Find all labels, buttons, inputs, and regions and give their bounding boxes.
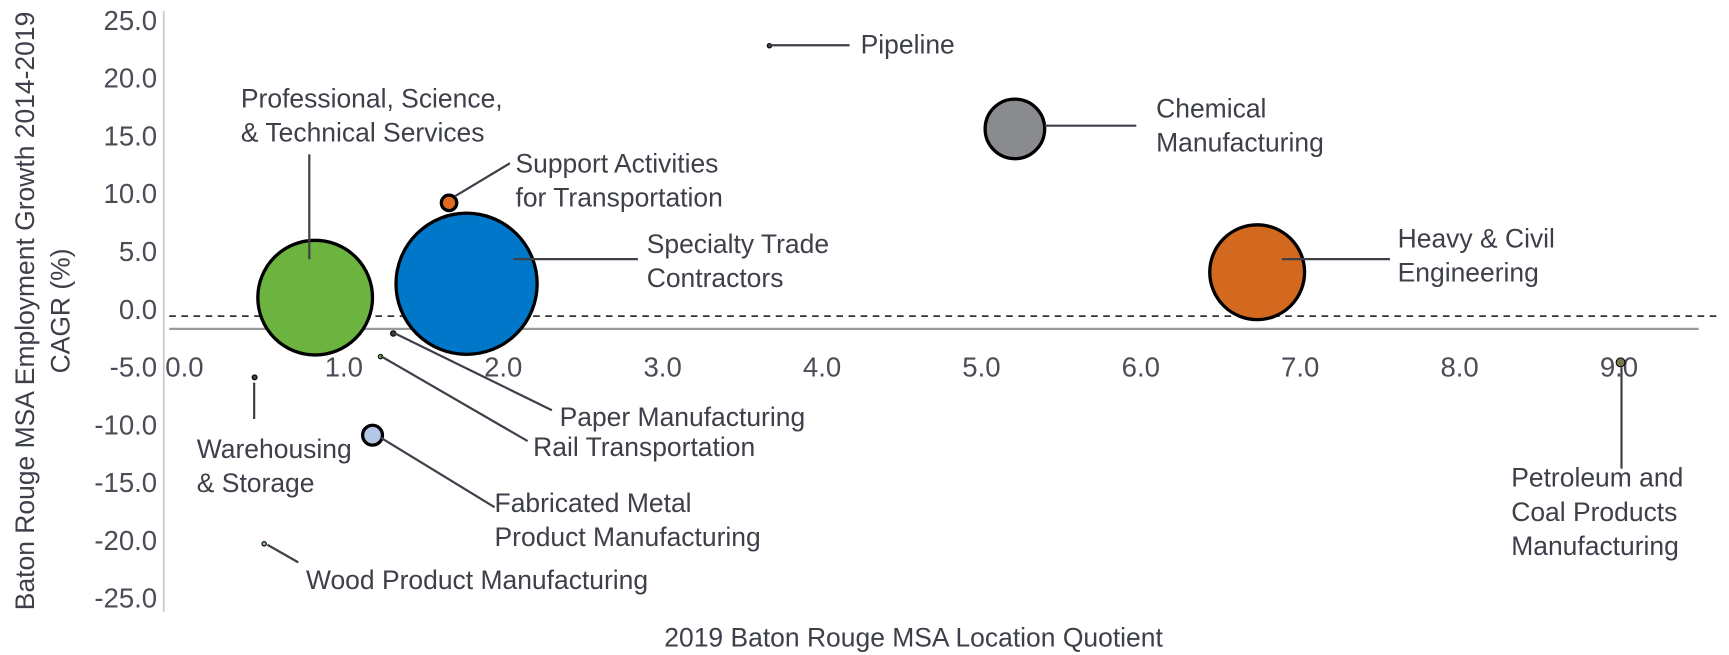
y-tick-label: -20.0 xyxy=(94,525,157,556)
bubble xyxy=(360,423,385,447)
x-tick-label: 1.0 xyxy=(325,352,363,383)
bubble-label: Manufacturing xyxy=(1511,531,1679,561)
bubble xyxy=(251,374,258,381)
y-tick-label: -10.0 xyxy=(94,409,157,440)
y-tick-label: -25.0 xyxy=(94,583,157,614)
y-axis-label-line: Baton Rouge MSA Employment Growth 2014-2… xyxy=(10,12,40,610)
x-tick-label: 7.0 xyxy=(1281,352,1319,383)
bubble xyxy=(1208,223,1307,322)
leader-line xyxy=(454,162,511,198)
x-tick-label: 0.0 xyxy=(165,352,203,383)
y-tick-label: -5.0 xyxy=(110,352,157,383)
bubble xyxy=(261,541,267,547)
bubble xyxy=(1615,357,1626,368)
x-axis-label: 2019 Baton Rouge MSA Location Quotient xyxy=(664,623,1163,653)
bubble-label: Support Activities xyxy=(515,148,718,178)
bubble xyxy=(439,193,459,213)
y-axis-label-line: CAGR (%) xyxy=(45,248,75,373)
bubble-label: Paper Manufacturing xyxy=(560,402,806,432)
x-tick-label: 6.0 xyxy=(1122,352,1160,383)
x-tick-label: 2.0 xyxy=(484,352,522,383)
bubble-label: Coal Products xyxy=(1511,497,1677,527)
y-tick-label: 15.0 xyxy=(103,120,157,151)
bubble xyxy=(983,97,1047,161)
bubble xyxy=(256,238,375,357)
leader-line xyxy=(380,436,496,509)
bubble-label: Chemical xyxy=(1156,93,1266,123)
y-tick-label: 5.0 xyxy=(119,236,157,267)
bubble-label: Professional, Science, xyxy=(241,83,503,113)
bubble-label: Contractors xyxy=(647,263,784,293)
bubble-label: Manufacturing xyxy=(1156,127,1324,157)
bubble-label: Rail Transportation xyxy=(533,432,755,462)
bubble-label: Fabricated Metal xyxy=(495,488,692,518)
y-tick-label: 20.0 xyxy=(103,63,157,94)
y-tick-label: 25.0 xyxy=(103,5,157,36)
bubble-label: Wood Product Manufacturing xyxy=(306,565,648,595)
bubble-label: Engineering xyxy=(1398,258,1539,288)
x-tick-label: 3.0 xyxy=(643,352,681,383)
y-tick-label: 0.0 xyxy=(119,294,157,325)
bubble-label: Product Manufacturing xyxy=(495,522,761,552)
x-tick-label: 5.0 xyxy=(962,352,1000,383)
bubble-label: Pipeline xyxy=(861,29,955,59)
leader-line xyxy=(266,543,299,564)
bubble-label: for Transportation xyxy=(515,183,722,213)
leader-line xyxy=(380,355,529,443)
bubble-label: & Technical Services xyxy=(241,118,485,148)
bubble xyxy=(394,211,539,357)
bubble-label: Heavy & Civil xyxy=(1398,223,1555,253)
bubble-label: Specialty Trade xyxy=(647,229,829,259)
x-tick-label: 4.0 xyxy=(803,352,841,383)
bubble-label: Warehousing xyxy=(197,434,352,464)
y-axis-label: Baton Rouge MSA Employment Growth 2014-2… xyxy=(10,12,75,610)
y-tick-label: 10.0 xyxy=(103,178,157,209)
bubble-label: Petroleum and xyxy=(1511,463,1683,493)
x-tick-label: 9.0 xyxy=(1600,352,1638,383)
bubble-label: & Storage xyxy=(197,468,315,498)
x-tick-label: 8.0 xyxy=(1440,352,1478,383)
y-tick-label: -15.0 xyxy=(94,467,157,498)
leader-line xyxy=(393,332,553,412)
